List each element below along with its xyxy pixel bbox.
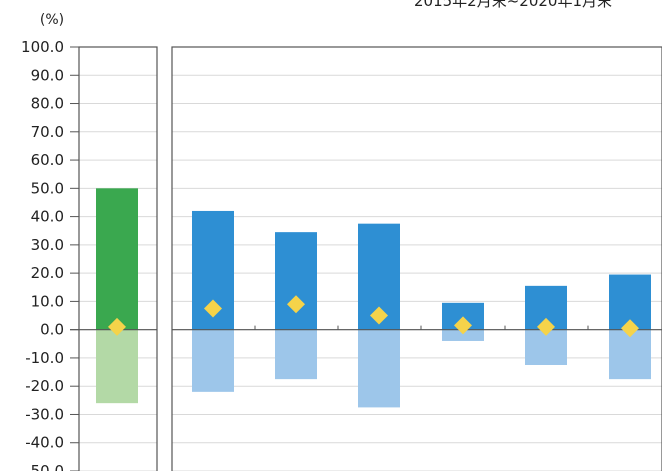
period-label: 2015年2月末~2020年1月末 [414,0,612,10]
average-marker [108,317,126,336]
y-tick-label: -30.0 [25,405,64,423]
bar-max [96,188,138,330]
average-marker [287,295,305,314]
y-tick-label: 10.0 [31,292,64,310]
y-tick-label: 70.0 [31,123,64,141]
panel-frame [171,46,662,471]
y-tick-label: -40.0 [25,434,64,452]
y-tick-label: -20.0 [25,377,64,395]
y-tick-label: 80.0 [31,95,64,113]
y-tick-labels: 100.0 90.0 80.0 70.0 60.0 50.0 40.0 30.0 20.0 10.… [21,38,64,471]
bar-min [442,329,484,341]
y-tick-label: 30.0 [31,236,64,254]
average-marker [454,316,472,335]
y-tick-label: -50.0 [25,462,64,471]
unit-label: (%) [40,12,64,28]
bar-min [358,329,400,408]
bar-min [275,329,317,380]
bar-min [609,329,651,380]
panel-frames [78,46,662,471]
bar-min [192,329,234,392]
bar-max [275,232,317,330]
y-tick-label: -10.0 [25,349,64,367]
bars [96,188,651,408]
average-marker [621,319,639,338]
panel-frame [78,46,158,471]
y-tick-label: 0.0 [40,321,64,339]
average-marker [370,306,388,325]
y-tick-label: 90.0 [31,66,64,84]
markers [108,295,639,338]
bar-min [96,329,138,404]
y-tick-label: 60.0 [31,151,64,169]
y-tick-label: 40.0 [31,208,64,226]
y-tick-label: 50.0 [31,179,64,197]
average-marker [204,299,222,318]
y-tick-label: 100.0 [21,38,64,56]
average-marker [537,317,555,336]
y-tick-label: 20.0 [31,264,64,282]
